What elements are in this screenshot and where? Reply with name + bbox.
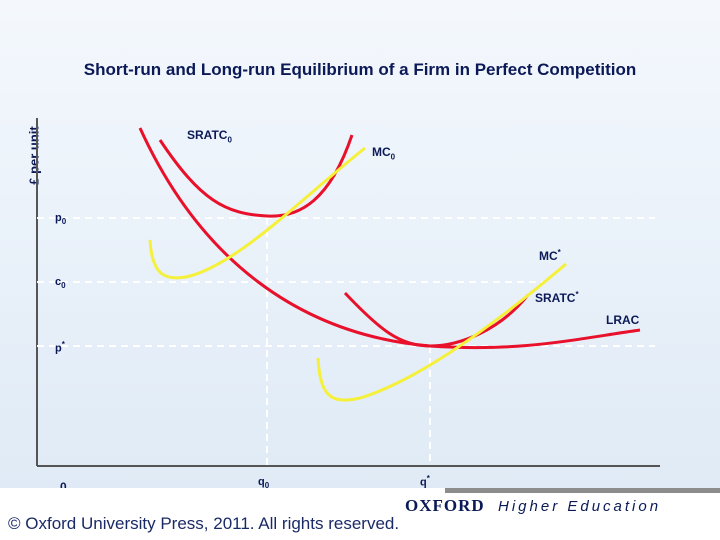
chart-title: Short-run and Long-run Equilibrium of a … [83,60,637,79]
lrac-label-text: LRAC [606,313,640,327]
mc0-curve [148,146,366,280]
c0-tick-label: c0 [55,276,66,290]
sratcstar-label-sup: * [575,290,579,299]
q0-tick-label: q0 [258,476,269,490]
division-name: Higher Education [498,498,662,515]
qstar-tick-label: q* [420,474,430,489]
origin-text: 0 [60,480,67,494]
mcstar-label-text: MC [539,249,558,263]
mc0-label-text: MC [372,145,391,159]
p0-tick-label: p0 [55,212,66,226]
sratcstar-label: SRATC* [535,290,579,305]
sratc0-label: SRATC0 [187,128,232,144]
q0-tick-sub: 0 [264,481,270,491]
sratc0-label-text: SRATC [187,128,228,142]
qstar-tick-sup: * [426,474,430,483]
origin-label: 0 [60,480,67,494]
mcstar-curve [316,262,567,402]
lrac-label: LRAC [606,313,639,327]
sratcstar-curve [343,291,530,348]
mc0-label-sub: 0 [390,152,396,162]
c0-tick-text: c [55,276,62,288]
mcstar-label-sup: * [557,248,561,257]
pstar-tick-text: p [55,342,62,355]
mcstar-label: MC* [539,248,561,263]
sratc0-curve [158,134,354,218]
lrac-curve [138,127,641,350]
p0-tick-sub: 0 [61,217,67,227]
q0-tick-text: q [258,476,265,488]
pstar-tick-label: p* [55,340,65,355]
publisher-logo: OXFORD [405,496,485,515]
c0-tick-sub: 0 [61,281,66,291]
sratcstar-label-text: SRATC [535,291,576,305]
sratc0-label-sub: 0 [227,135,232,145]
copyright-notice: © Oxford University Press, 2011. All rig… [8,514,400,533]
footer-bar [0,488,720,540]
qstar-tick-text: q [420,476,427,489]
footer-divider [445,488,720,493]
p0-tick-text: p [55,212,62,224]
mc0-label: MC0 [372,145,395,161]
pstar-tick-sup: * [61,340,65,349]
